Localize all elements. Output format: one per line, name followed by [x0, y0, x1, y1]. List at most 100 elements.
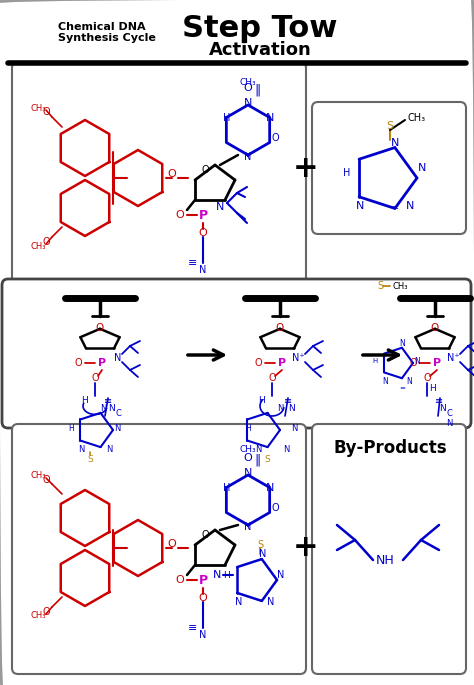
- Text: N: N: [213, 570, 221, 580]
- Text: O: O: [271, 503, 279, 513]
- Text: N: N: [289, 403, 295, 412]
- Text: CH₃: CH₃: [408, 113, 426, 123]
- Text: CH₃: CH₃: [392, 282, 408, 290]
- Text: N: N: [277, 570, 285, 580]
- Text: N: N: [244, 98, 252, 108]
- Text: O: O: [96, 323, 104, 333]
- Text: CH₃: CH₃: [30, 103, 46, 112]
- Text: O: O: [199, 228, 207, 238]
- Text: O: O: [409, 358, 417, 368]
- FancyBboxPatch shape: [12, 424, 306, 674]
- Text: H: H: [82, 395, 88, 405]
- Text: H: H: [343, 168, 351, 178]
- Text: N: N: [399, 338, 405, 347]
- Text: O: O: [268, 373, 276, 383]
- Text: H: H: [259, 395, 265, 405]
- Text: N: N: [414, 356, 420, 366]
- Text: P: P: [278, 358, 286, 368]
- Text: N: N: [382, 377, 388, 386]
- Text: O: O: [201, 165, 209, 175]
- Text: O: O: [91, 373, 99, 383]
- Text: ≡: ≡: [284, 396, 292, 406]
- Text: ≡: ≡: [188, 258, 198, 268]
- Text: O: O: [176, 210, 184, 220]
- Text: N: N: [235, 597, 243, 607]
- Text: O: O: [254, 358, 262, 368]
- Text: =: =: [399, 385, 405, 391]
- Text: Step Tow: Step Tow: [182, 14, 337, 42]
- Text: N: N: [356, 201, 364, 211]
- Text: ≡: ≡: [435, 396, 443, 406]
- Text: NH: NH: [375, 553, 394, 566]
- Text: N: N: [283, 445, 289, 455]
- Text: +: +: [293, 153, 319, 182]
- Text: N: N: [100, 403, 106, 412]
- Text: O: O: [168, 539, 176, 549]
- Text: N: N: [418, 163, 426, 173]
- Text: N: N: [244, 468, 252, 478]
- Text: N: N: [199, 265, 207, 275]
- Text: O: O: [199, 593, 207, 603]
- FancyBboxPatch shape: [2, 279, 471, 428]
- Text: N⁺: N⁺: [292, 353, 304, 363]
- Text: C: C: [446, 408, 452, 417]
- Text: O: O: [244, 453, 252, 463]
- Text: N: N: [267, 597, 275, 607]
- Text: C: C: [115, 408, 121, 417]
- Text: N: N: [114, 353, 122, 363]
- Text: O: O: [42, 107, 50, 117]
- Text: O: O: [176, 575, 184, 585]
- Text: N: N: [259, 549, 267, 559]
- Text: O: O: [168, 169, 176, 179]
- Text: O: O: [244, 83, 252, 93]
- Text: S: S: [377, 281, 383, 291]
- Text: S: S: [87, 456, 93, 464]
- Text: N: N: [266, 113, 274, 123]
- Text: O: O: [42, 475, 50, 485]
- Text: H: H: [245, 423, 251, 432]
- Text: N: N: [106, 445, 112, 455]
- Text: O: O: [276, 323, 284, 333]
- Text: O: O: [42, 607, 50, 617]
- FancyBboxPatch shape: [312, 102, 466, 234]
- Text: CH₃: CH₃: [30, 471, 46, 480]
- Text: CH₃: CH₃: [30, 242, 46, 251]
- Text: H: H: [223, 113, 231, 123]
- Text: N: N: [244, 522, 252, 532]
- Text: S: S: [386, 121, 393, 131]
- Text: N: N: [78, 445, 84, 455]
- Text: By-Products: By-Products: [333, 439, 447, 457]
- Text: O: O: [74, 358, 82, 368]
- Text: P: P: [199, 573, 208, 586]
- Text: Synthesis Cycle: Synthesis Cycle: [58, 33, 156, 43]
- Text: P: P: [98, 358, 106, 368]
- Text: P: P: [199, 208, 208, 221]
- Text: O: O: [423, 373, 431, 383]
- Text: H: H: [429, 384, 437, 393]
- Text: N: N: [109, 403, 115, 412]
- Text: O: O: [201, 530, 209, 540]
- Text: H: H: [373, 358, 378, 364]
- Text: Activation: Activation: [209, 41, 311, 59]
- Text: N: N: [277, 403, 283, 412]
- Text: N⁺: N⁺: [447, 353, 459, 363]
- Text: P: P: [433, 358, 441, 368]
- Text: N: N: [216, 202, 224, 212]
- Text: N: N: [406, 201, 414, 211]
- Text: N: N: [391, 138, 399, 148]
- Text: N: N: [406, 377, 412, 386]
- Text: N: N: [266, 483, 274, 493]
- Text: N: N: [291, 423, 297, 432]
- Text: S: S: [264, 456, 270, 464]
- Text: N: N: [446, 419, 452, 427]
- Text: ‖: ‖: [255, 453, 261, 466]
- Text: S: S: [257, 540, 263, 550]
- FancyBboxPatch shape: [312, 424, 466, 674]
- Text: H: H: [224, 571, 230, 580]
- Text: Chemical DNA: Chemical DNA: [58, 22, 146, 32]
- Text: +: +: [293, 534, 319, 562]
- Text: N: N: [114, 423, 120, 432]
- FancyBboxPatch shape: [12, 62, 306, 284]
- Text: CH₃: CH₃: [30, 612, 46, 621]
- Text: N: N: [244, 152, 252, 162]
